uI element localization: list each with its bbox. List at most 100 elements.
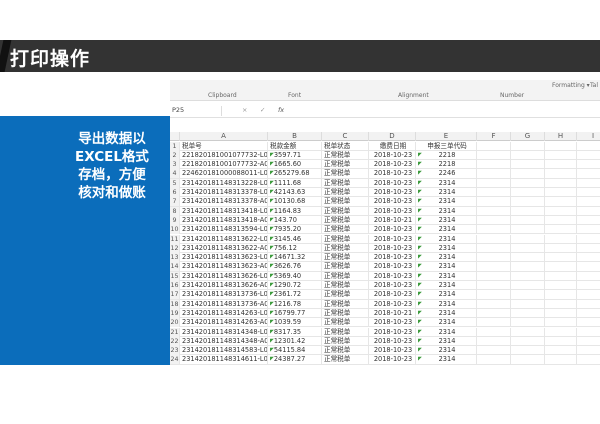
cell[interactable]: 2018-10-23 bbox=[369, 188, 416, 197]
cell[interactable] bbox=[511, 336, 545, 346]
cell[interactable] bbox=[477, 169, 511, 179]
cell[interactable] bbox=[511, 243, 545, 253]
cell[interactable] bbox=[477, 327, 511, 337]
cell[interactable]: ◤ 2314 bbox=[416, 253, 477, 263]
cell[interactable] bbox=[511, 290, 545, 300]
cell[interactable]: ◤24387.27 bbox=[268, 355, 322, 365]
cell[interactable] bbox=[577, 160, 600, 169]
cell[interactable]: 正常税单 bbox=[322, 150, 369, 160]
cell[interactable]: 2018-10-23 bbox=[369, 169, 416, 179]
cell[interactable]: 224620181000088011-L01 bbox=[180, 169, 268, 179]
cell[interactable] bbox=[477, 243, 511, 253]
cell[interactable] bbox=[545, 160, 577, 170]
cell[interactable]: 正常税单 bbox=[322, 327, 369, 337]
cell[interactable]: ◤ 2314 bbox=[416, 355, 477, 365]
cell[interactable] bbox=[477, 225, 511, 235]
formula-input[interactable] bbox=[292, 106, 592, 116]
cell[interactable] bbox=[577, 281, 600, 290]
cell[interactable]: 2018-10-23 bbox=[369, 178, 416, 188]
enter-icon[interactable]: ✓ bbox=[260, 106, 266, 114]
cell[interactable] bbox=[477, 281, 511, 290]
cell[interactable]: 正常税单 bbox=[322, 355, 369, 365]
cell[interactable] bbox=[511, 160, 545, 170]
cell[interactable]: ◤ 2314 bbox=[416, 290, 477, 300]
row-number[interactable]: 6 bbox=[170, 188, 180, 197]
row-number[interactable]: 9 bbox=[170, 215, 180, 225]
row-number[interactable]: 13 bbox=[170, 253, 180, 263]
cell[interactable]: ◤1039.59 bbox=[268, 318, 322, 328]
column-header-b[interactable]: B bbox=[268, 132, 322, 141]
row-number[interactable]: 17 bbox=[170, 290, 180, 300]
cell[interactable] bbox=[511, 299, 545, 309]
cell[interactable]: ◤14671.32 bbox=[268, 253, 322, 263]
cell[interactable]: 正常税单 bbox=[322, 346, 369, 356]
cell[interactable]: ◤16799.77 bbox=[268, 308, 322, 318]
cell[interactable] bbox=[511, 281, 545, 290]
cell[interactable] bbox=[545, 308, 577, 318]
cell[interactable]: ◤7935.20 bbox=[268, 225, 322, 235]
cell[interactable]: 231420181148314583-L01 bbox=[180, 346, 268, 356]
cell[interactable]: ◤ 2314 bbox=[416, 281, 477, 290]
cell[interactable] bbox=[477, 150, 511, 160]
column-header-i[interactable]: I bbox=[577, 132, 600, 141]
cell[interactable]: 231420181148313736-A01 bbox=[180, 299, 268, 309]
row-number[interactable]: 16 bbox=[170, 281, 180, 290]
column-header-e[interactable]: E bbox=[416, 132, 477, 141]
cell[interactable]: 2018-10-23 bbox=[369, 262, 416, 272]
cell[interactable]: ◤54115.84 bbox=[268, 346, 322, 356]
cell[interactable]: ◤ 2314 bbox=[416, 271, 477, 281]
cell[interactable]: 231420181148313736-L02 bbox=[180, 290, 268, 300]
cell[interactable] bbox=[545, 271, 577, 281]
cell[interactable] bbox=[545, 262, 577, 272]
cell[interactable] bbox=[545, 355, 577, 365]
row-number[interactable]: 4 bbox=[170, 169, 180, 179]
cell[interactable]: ◤42143.63 bbox=[268, 188, 322, 197]
cell[interactable]: ◤1164.83 bbox=[268, 206, 322, 216]
cell[interactable]: 税单状态 bbox=[322, 141, 369, 151]
cell[interactable]: ◤3597.71 bbox=[268, 150, 322, 160]
column-header-h[interactable]: H bbox=[545, 132, 577, 141]
row-number[interactable]: 12 bbox=[170, 243, 180, 253]
cell[interactable] bbox=[511, 150, 545, 160]
cell[interactable]: 231420181148314348-A01 bbox=[180, 336, 268, 346]
cell[interactable] bbox=[577, 355, 600, 364]
ribbon-group-number[interactable]: Number bbox=[500, 92, 525, 99]
cell[interactable] bbox=[577, 235, 600, 244]
row-number[interactable]: 2 bbox=[170, 150, 180, 160]
row-number[interactable]: 18 bbox=[170, 299, 180, 309]
row-number[interactable]: 8 bbox=[170, 206, 180, 216]
cell[interactable]: 2018-10-23 bbox=[369, 281, 416, 290]
cell[interactable]: ◤12301.42 bbox=[268, 336, 322, 346]
cell[interactable]: 2018-10-23 bbox=[369, 234, 416, 244]
cell[interactable]: 正常税单 bbox=[322, 308, 369, 318]
cell[interactable]: 231420181148313626-A01 bbox=[180, 281, 268, 290]
cell[interactable] bbox=[511, 178, 545, 188]
row-number[interactable]: 10 bbox=[170, 225, 180, 235]
cell[interactable]: 231420181148313622-L02 bbox=[180, 234, 268, 244]
cell[interactable] bbox=[511, 308, 545, 318]
cell[interactable] bbox=[511, 169, 545, 179]
cell[interactable]: 2018-10-23 bbox=[369, 206, 416, 216]
column-header-f[interactable]: F bbox=[477, 132, 511, 141]
cell[interactable] bbox=[577, 244, 600, 253]
ribbon-group-clipboard[interactable]: Clipboard bbox=[208, 92, 237, 99]
cell[interactable]: 正常税单 bbox=[322, 197, 369, 207]
cell[interactable]: 231420181148313622-A01 bbox=[180, 243, 268, 253]
cell[interactable] bbox=[545, 234, 577, 244]
cell[interactable]: ◤ 2314 bbox=[416, 318, 477, 328]
cell[interactable] bbox=[577, 337, 600, 346]
cell[interactable] bbox=[511, 262, 545, 272]
cell[interactable]: 税款金额 bbox=[268, 141, 322, 151]
cell[interactable]: 正常税单 bbox=[322, 225, 369, 235]
cell[interactable]: ◤3626.76 bbox=[268, 262, 322, 272]
cell[interactable] bbox=[545, 215, 577, 225]
cell[interactable]: 231420181148313623-L02 bbox=[180, 253, 268, 263]
cell[interactable] bbox=[545, 141, 577, 151]
column-header-g[interactable]: G bbox=[511, 132, 545, 141]
cell[interactable]: 税单号 bbox=[180, 141, 268, 151]
row-number[interactable]: 22 bbox=[170, 336, 180, 346]
cell[interactable] bbox=[577, 290, 600, 299]
cell[interactable] bbox=[477, 178, 511, 188]
cell[interactable] bbox=[477, 308, 511, 318]
cell[interactable]: 2018-10-23 bbox=[369, 336, 416, 346]
